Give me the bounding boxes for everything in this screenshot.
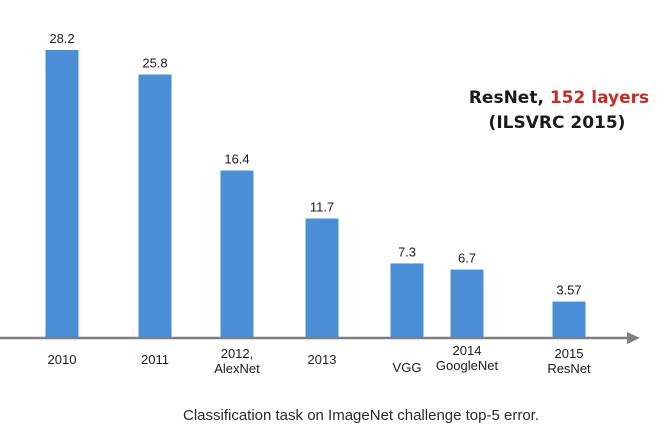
x-tick-label: VGG xyxy=(393,360,422,375)
x-tick-label: GoogleNet xyxy=(436,358,499,373)
x-tick-label: 2013 xyxy=(308,352,337,367)
annotation-line-2: (ILSVRC 2015) xyxy=(489,113,626,133)
annotation-highlight: 152 layers xyxy=(550,88,649,108)
bar-value-label: 25.8 xyxy=(142,56,167,71)
bar-value-label: 6.7 xyxy=(458,251,476,266)
x-axis-arrow-icon xyxy=(627,332,640,344)
x-tick-label: ResNet xyxy=(547,361,591,376)
bar xyxy=(450,269,484,338)
bar xyxy=(552,301,586,338)
bar xyxy=(45,50,79,338)
x-tick-label: 2011 xyxy=(141,352,169,367)
bar-value-label: 28.2 xyxy=(49,31,74,46)
bar-value-label: 7.3 xyxy=(398,244,416,259)
x-tick-label: AlexNet xyxy=(214,361,260,376)
x-tick-label: 2014 xyxy=(453,343,482,358)
bar-value-label: 11.7 xyxy=(310,200,334,215)
bars-group xyxy=(45,50,586,339)
bar xyxy=(220,170,254,338)
category-labels-group: 2010 2011 2012,AlexNet 2013 VGG 2014GoogleNet… xyxy=(48,343,592,376)
x-tick-label: 2010 xyxy=(48,352,77,367)
value-labels-group: 28.2 25.8 16.4 11.7 7.3 6.7 3.57 xyxy=(49,31,581,298)
chart-caption: Classification task on ImageNet challeng… xyxy=(183,407,539,424)
bar xyxy=(305,218,339,338)
annotation-prefix: ResNet, xyxy=(469,88,550,108)
x-tick-label: 2012, xyxy=(221,346,254,361)
bar-value-label: 16.4 xyxy=(224,152,249,167)
x-tick-label: 2015 xyxy=(555,346,584,361)
bar xyxy=(138,74,172,339)
bar-value-label: 3.57 xyxy=(556,283,581,298)
bar xyxy=(390,263,424,338)
annotation-line-1: ResNet, 152 layers xyxy=(469,88,649,108)
